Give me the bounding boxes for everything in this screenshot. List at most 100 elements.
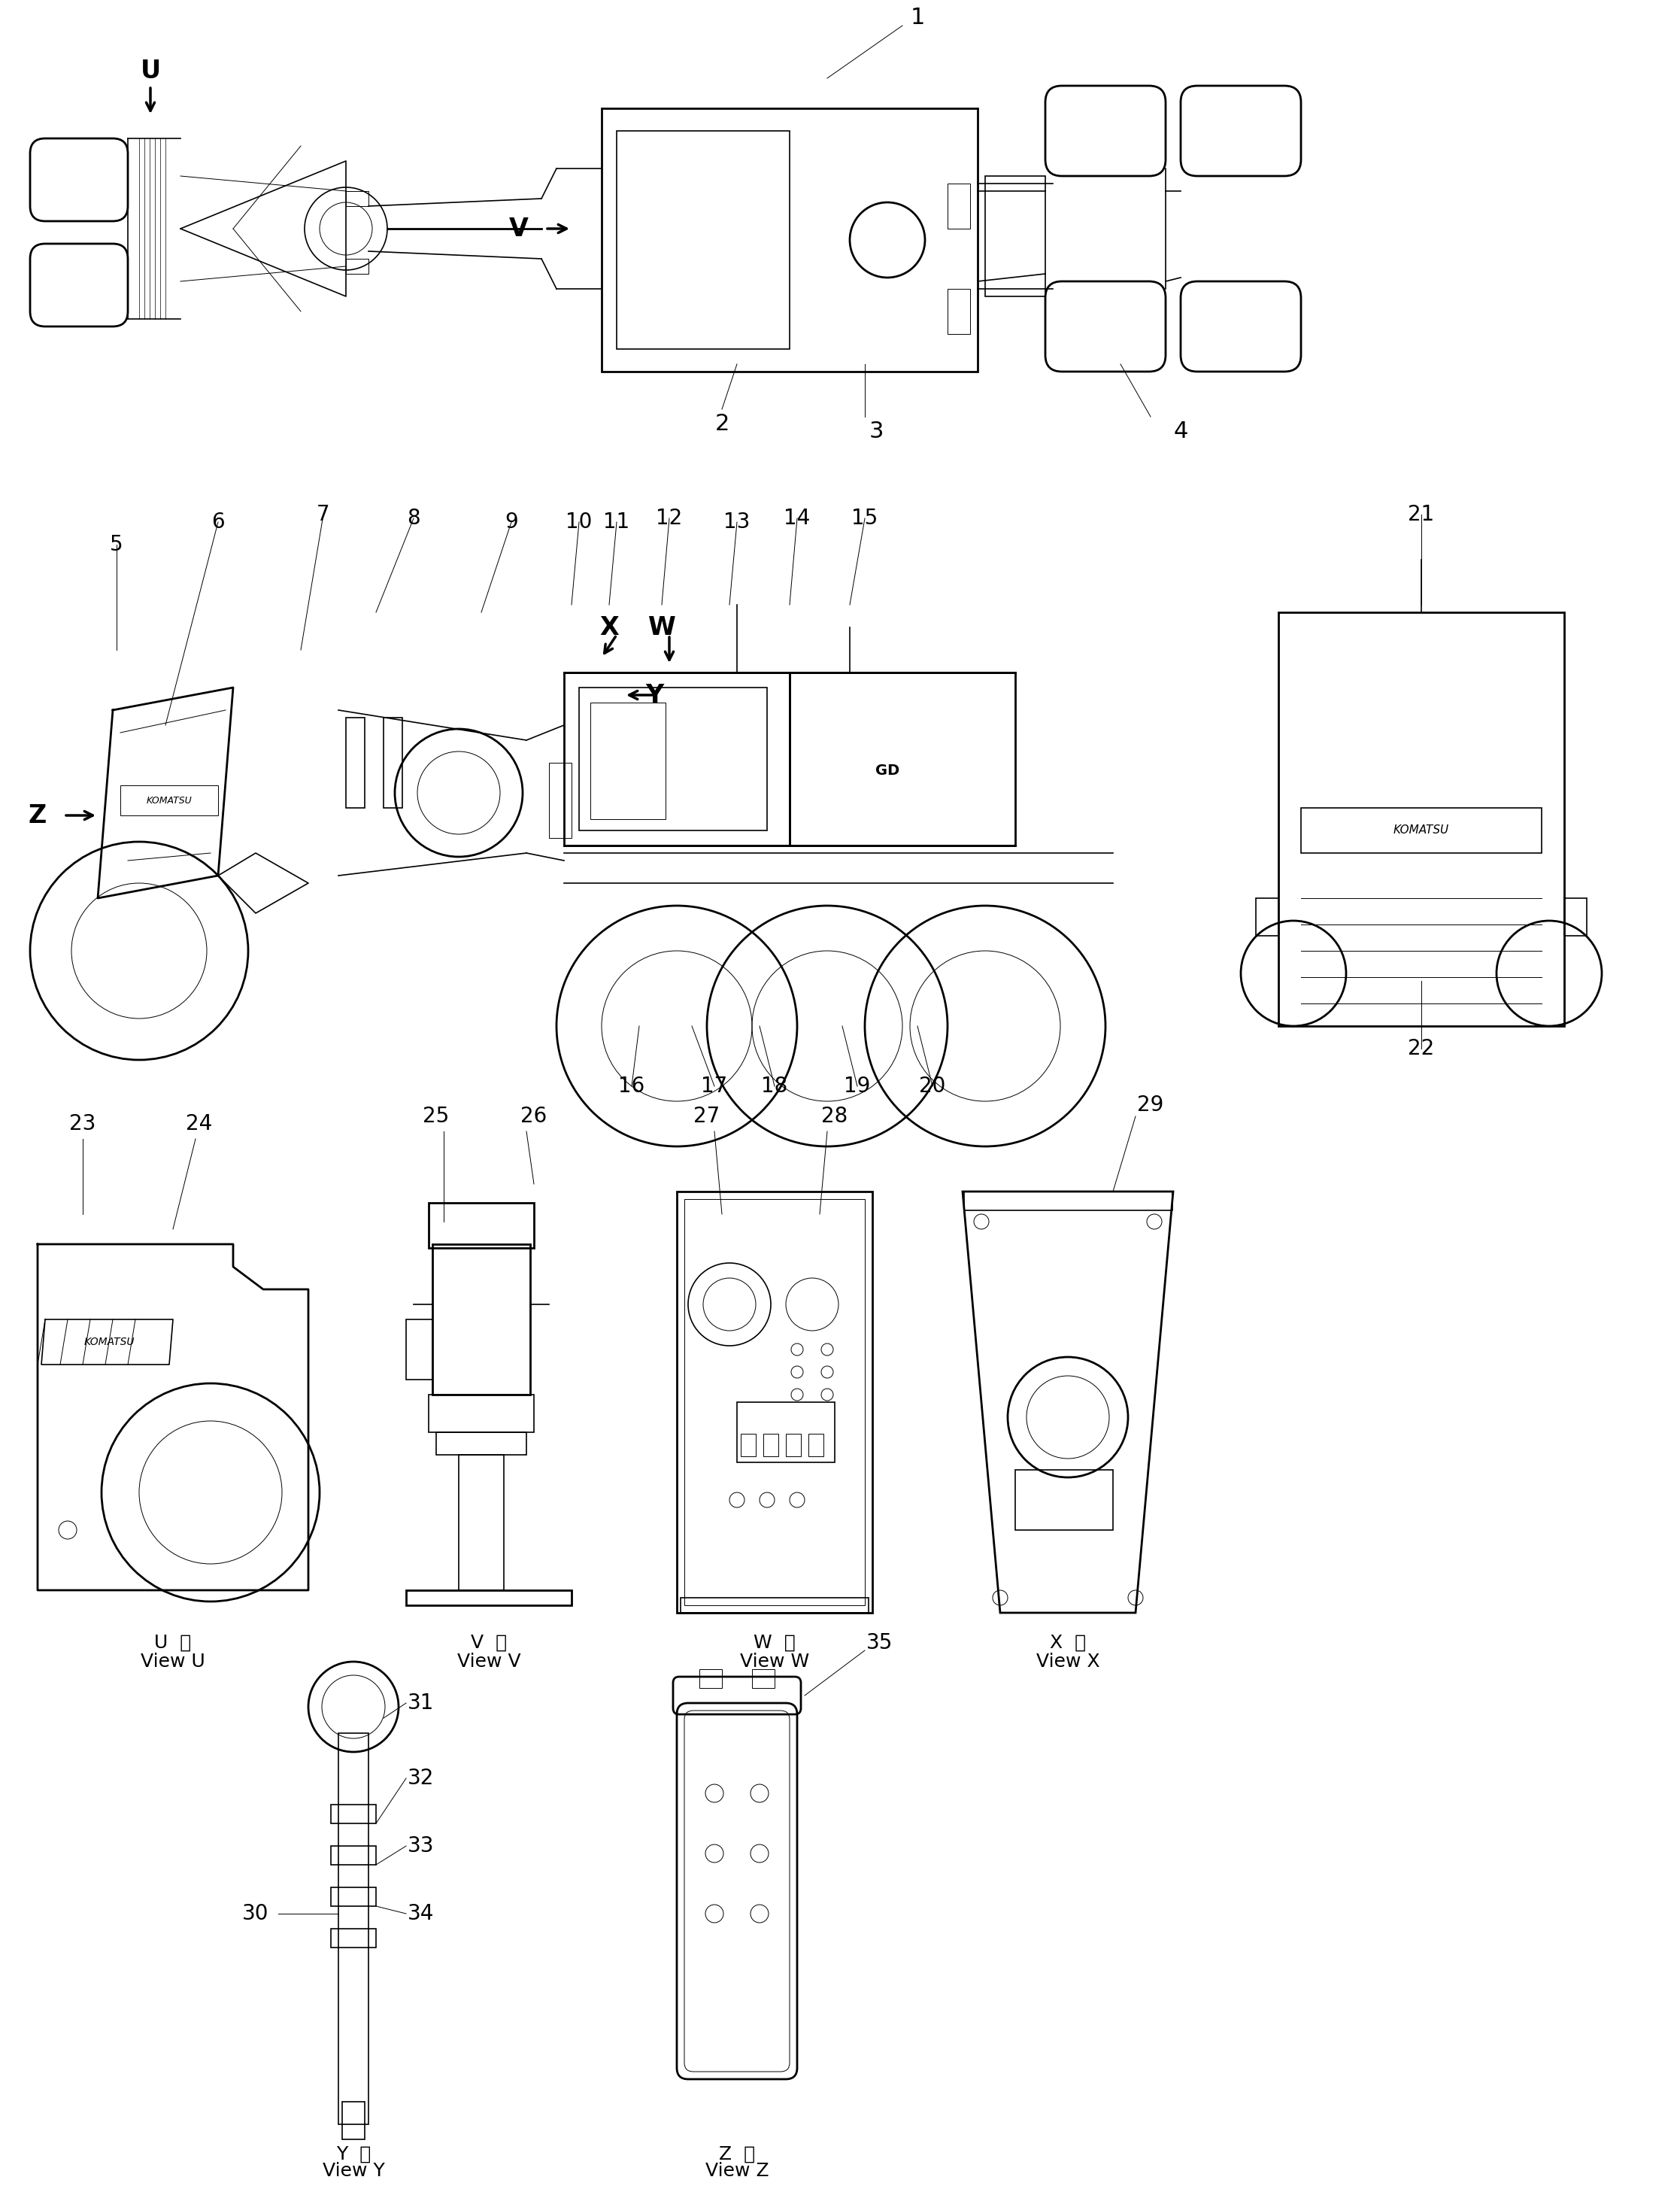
Text: 31: 31	[408, 1692, 435, 1714]
Bar	[459, 1455, 504, 1589]
Text: 25: 25	[423, 1105, 450, 1127]
Text: 4: 4	[1173, 421, 1188, 443]
Text: 19: 19	[843, 1076, 870, 1096]
Bar	[684, 1199, 865, 1605]
Text: 30: 30	[242, 1903, 269, 1925]
Bar	[331, 1846, 376, 1865]
Text: 35: 35	[867, 1633, 894, 1653]
Text: View Y: View Y	[323, 2161, 385, 2181]
Bar	[331, 1929, 376, 1946]
Text: 28: 28	[822, 1105, 848, 1127]
Bar	[383, 717, 402, 809]
Text: U: U	[139, 59, 161, 83]
Bar	[763, 1434, 778, 1455]
Bar	[428, 1394, 534, 1431]
Bar	[738, 1403, 835, 1462]
Bar	[1278, 612, 1564, 1026]
Text: 8: 8	[407, 509, 420, 528]
Bar	[564, 673, 790, 846]
Text: View U: View U	[141, 1653, 205, 1670]
Text: X  視: X 視	[1050, 1633, 1085, 1653]
Text: 21: 21	[1408, 504, 1435, 526]
Bar	[346, 717, 365, 809]
Bar	[580, 688, 768, 831]
Text: 29: 29	[1137, 1094, 1164, 1116]
Bar	[343, 2102, 365, 2139]
Text: View Z: View Z	[706, 2161, 769, 2181]
Text: U  視: U 視	[155, 1633, 192, 1653]
Text: 24: 24	[186, 1114, 213, 1135]
Bar	[1257, 899, 1278, 936]
Bar	[1300, 809, 1542, 853]
Bar	[437, 1431, 526, 1455]
Text: KOMATSU: KOMATSU	[84, 1337, 134, 1348]
Bar	[346, 259, 368, 274]
Bar	[808, 1434, 823, 1455]
Text: View X: View X	[1037, 1653, 1100, 1670]
Text: Z: Z	[29, 802, 47, 829]
Bar	[428, 1203, 534, 1247]
Bar	[338, 1734, 368, 2124]
Text: 27: 27	[694, 1105, 721, 1127]
Text: KOMATSU: KOMATSU	[1393, 824, 1450, 835]
Bar	[948, 184, 969, 228]
Text: 14: 14	[785, 509, 810, 528]
Text: 20: 20	[919, 1076, 946, 1096]
Bar	[964, 1192, 1173, 1210]
Text: Z  視: Z 視	[719, 2146, 754, 2164]
Text: 1: 1	[911, 7, 924, 28]
Bar	[948, 289, 969, 333]
Text: 3: 3	[869, 421, 884, 443]
Bar	[432, 1245, 531, 1394]
Bar	[121, 785, 218, 815]
Bar	[407, 1589, 571, 1605]
Bar	[1015, 1471, 1112, 1530]
Text: 12: 12	[655, 509, 682, 528]
Text: 34: 34	[408, 1903, 435, 1925]
Bar	[331, 1804, 376, 1824]
Text: 17: 17	[701, 1076, 727, 1096]
Text: 26: 26	[521, 1105, 548, 1127]
Text: 11: 11	[603, 511, 630, 533]
Text: 23: 23	[69, 1114, 96, 1135]
Text: 2: 2	[714, 414, 729, 436]
Text: 9: 9	[504, 511, 517, 533]
Bar	[753, 1668, 774, 1688]
Text: 33: 33	[408, 1835, 435, 1857]
Bar	[786, 1434, 801, 1455]
Text: 22: 22	[1408, 1039, 1435, 1059]
Bar	[1564, 899, 1586, 936]
Text: X: X	[600, 616, 618, 640]
Text: 5: 5	[109, 535, 123, 555]
Bar	[741, 1434, 756, 1455]
Bar	[549, 763, 571, 837]
Text: 16: 16	[618, 1076, 645, 1096]
Text: 7: 7	[318, 504, 329, 526]
Bar	[617, 132, 790, 349]
Bar	[699, 1668, 722, 1688]
Bar	[680, 1598, 869, 1613]
Text: 32: 32	[408, 1767, 435, 1789]
Bar	[331, 1887, 376, 1907]
Bar	[790, 673, 1015, 846]
Text: View W: View W	[739, 1653, 810, 1670]
Bar	[590, 704, 665, 820]
Text: W: W	[648, 616, 675, 640]
Text: 13: 13	[724, 511, 751, 533]
Text: W  視: W 視	[754, 1633, 796, 1653]
Text: Y  視: Y 視	[336, 2146, 371, 2164]
Text: 10: 10	[566, 511, 593, 533]
Text: V  視: V 視	[470, 1633, 507, 1653]
Text: KOMATSU: KOMATSU	[146, 796, 192, 804]
Text: View V: View V	[457, 1653, 521, 1670]
Bar	[346, 191, 368, 206]
Text: Y: Y	[645, 682, 664, 708]
Bar	[677, 1192, 872, 1613]
Bar	[984, 175, 1045, 296]
Bar	[601, 107, 978, 373]
Text: 15: 15	[852, 509, 879, 528]
Bar	[407, 1320, 432, 1379]
Text: GD: GD	[875, 763, 899, 778]
Text: 6: 6	[212, 511, 225, 533]
Text: V: V	[509, 217, 529, 241]
